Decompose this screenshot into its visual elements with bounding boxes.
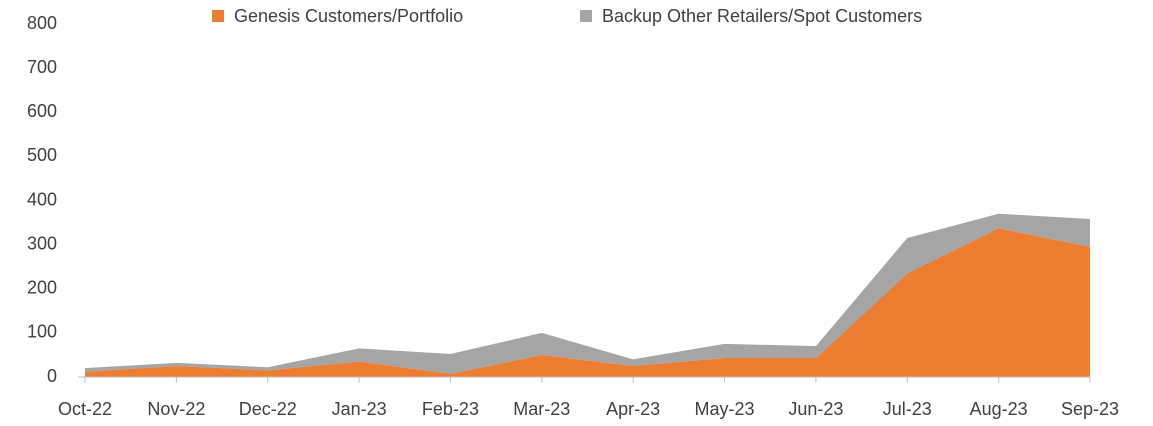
area: [85, 213, 1090, 374]
x-tick-label: Sep-23: [1061, 399, 1119, 419]
area: [85, 228, 1090, 377]
y-tick-label: 300: [27, 233, 57, 253]
y-tick-label: 400: [27, 189, 57, 209]
legend-label: Backup Other Retailers/Spot Customers: [602, 6, 922, 26]
y-tick-label: 200: [27, 278, 57, 298]
x-tick-label: Dec-22: [239, 399, 297, 419]
x-tick-label: Aug-23: [970, 399, 1028, 419]
x-tick-label: Mar-23: [513, 399, 570, 419]
y-tick-label: 800: [27, 13, 57, 33]
y-tick-label: 700: [27, 57, 57, 77]
legend-swatch: [580, 10, 592, 22]
legend-label: Genesis Customers/Portfolio: [234, 6, 463, 26]
x-tick-label: Jul-23: [883, 399, 932, 419]
x-tick-label: May-23: [695, 399, 755, 419]
x-tick-label: Jan-23: [332, 399, 387, 419]
y-tick-label: 0: [47, 366, 57, 386]
x-tick-label: Feb-23: [422, 399, 479, 419]
x-tick-label: Oct-22: [58, 399, 112, 419]
y-tick-label: 500: [27, 145, 57, 165]
x-tick-label: Apr-23: [606, 399, 660, 419]
y-tick-label: 100: [27, 322, 57, 342]
x-tick-label: Jun-23: [788, 399, 843, 419]
x-tick-label: Nov-22: [147, 399, 205, 419]
legend-swatch: [212, 10, 224, 22]
y-tick-label: 600: [27, 101, 57, 121]
